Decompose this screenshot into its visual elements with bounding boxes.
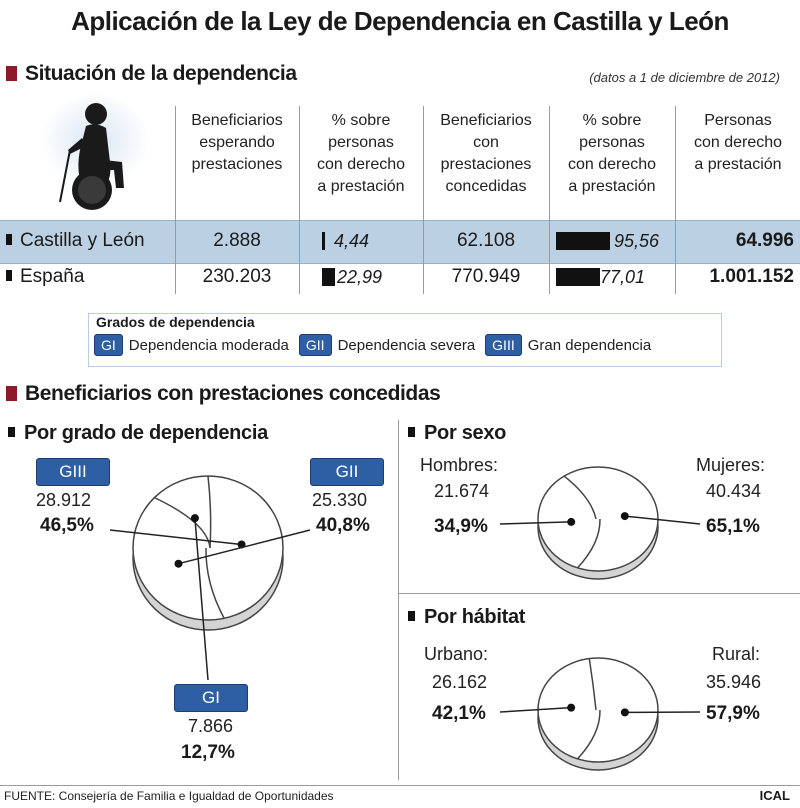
legend-label-gii: Dependencia severa: [337, 336, 476, 354]
cell-waiting: 2.888: [213, 230, 261, 251]
label-rural: Rural:: [712, 644, 761, 664]
date-note: (datos a 1 de diciembre de 2012): [589, 70, 780, 85]
bar-granted-pct: [556, 232, 611, 250]
chart-title-habitat: Por hábitat: [408, 606, 525, 629]
pct-rural: 57,9%: [706, 703, 760, 724]
legend-box: [88, 313, 722, 367]
cell-granted-pct: 95,56: [614, 231, 660, 251]
section-heading-beneficiarios: Beneficiarios con prestaciones concedida…: [6, 382, 441, 406]
pct-giii: 46,5%: [40, 515, 94, 536]
col-header-beneficiarios-esperando: Beneficiarios esperando prestaciones: [191, 112, 283, 173]
chart-title-sexo: Por sexo: [408, 422, 506, 445]
legend-chip-gii: GII: [298, 334, 332, 356]
row-highlight-castilla: [0, 220, 800, 264]
section-marker-icon: [6, 66, 17, 81]
col-header-personas-derecho: Personas con derecho a prestación: [693, 112, 783, 173]
section-marker-icon: [6, 386, 17, 401]
cell-waiting-pct: 4,44: [334, 231, 370, 251]
divider: [175, 106, 176, 294]
habitat-pie-face: [537, 657, 659, 763]
value-hombres: 21.674: [434, 481, 490, 501]
section-heading-text: Situación de la dependencia: [25, 62, 297, 85]
label-mujeres: Mujeres:: [696, 455, 766, 475]
bar-waiting-pct: [322, 268, 336, 286]
bullet-icon: [6, 270, 12, 281]
sexo-leader-line: [624, 515, 701, 525]
row-name-castilla: Castilla y León: [6, 230, 145, 252]
cell-granted-pct: 77,01: [600, 267, 646, 287]
section-heading-situacion: Situación de la dependencia: [6, 62, 297, 86]
row-name-espana: España: [6, 266, 84, 288]
badge-giii: GIII: [36, 458, 110, 486]
col-header-pct-concedidas: % sobre personas con derecho a prestación: [567, 112, 657, 195]
bullet-icon: [8, 427, 15, 437]
cell-waiting: 230.203: [202, 266, 272, 287]
bar-granted-pct: [556, 268, 600, 286]
legend-title: Grados de dependencia: [96, 314, 255, 330]
label-hombres: Hombres:: [420, 455, 499, 475]
grado-leader-line: [178, 529, 311, 565]
value-rural: 35.946: [706, 672, 762, 692]
cell-granted: 62.108: [456, 230, 516, 251]
pct-gi: 12,7%: [181, 742, 235, 763]
divider: [398, 420, 399, 780]
sexo-slice-1: [567, 517, 576, 526]
cell-entitled: 64.996: [735, 230, 794, 251]
value-gi: 7.866: [188, 716, 234, 736]
badge-gi: GI: [174, 684, 248, 712]
legend-chip-giii: GIII: [485, 334, 522, 356]
legend-label-gi: Dependencia moderada: [128, 336, 289, 354]
grado-slice-boundary: [205, 547, 225, 619]
habitat-slice-boundary: [576, 709, 601, 760]
cell-waiting-pct: 22,99: [337, 267, 383, 287]
pct-hombres: 34,9%: [434, 516, 488, 537]
sexo-slice-2: [620, 512, 629, 521]
legend-chip-gi: GI: [94, 334, 123, 356]
brand-logo: ICAL: [759, 788, 790, 803]
label-urbano: Urbano:: [424, 644, 489, 664]
bullet-icon: [6, 234, 12, 245]
sexo-slice-boundary: [576, 518, 601, 569]
pct-urbano: 42,1%: [432, 703, 486, 724]
divider: [0, 785, 800, 786]
divider: [675, 106, 676, 294]
col-header-beneficiarios-concedidas: Beneficiarios con prestaciones concedidas: [440, 112, 532, 195]
chart-title-grado: Por grado de dependencia: [8, 422, 268, 445]
sexo-leader-line: [499, 521, 572, 525]
divider: [549, 106, 550, 294]
value-giii: 28.912: [36, 490, 92, 510]
habitat-slice-1: [567, 703, 576, 712]
divider: [299, 106, 300, 294]
grado-slice-3: [190, 514, 199, 523]
sexo-pie-face: [537, 466, 659, 572]
cell-entitled: 1.001.152: [709, 266, 794, 287]
bullet-icon: [408, 611, 415, 621]
wheelchair-person-icon: [40, 95, 150, 210]
legend-items: GI Dependencia moderada GII Dependencia …: [94, 334, 651, 356]
grado-slice-2: [174, 559, 183, 568]
habitat-slice-2: [620, 708, 629, 717]
value-urbano: 26.162: [432, 672, 488, 692]
col-header-pct-esperando: % sobre personas con derecho a prestación: [316, 112, 406, 195]
pct-gii: 40,8%: [316, 515, 370, 536]
divider: [398, 593, 800, 594]
grado-leader-line: [109, 529, 242, 546]
value-mujeres: 40.434: [706, 481, 762, 501]
bullet-icon: [408, 427, 415, 437]
grado-leader-line: [194, 518, 209, 681]
cell-granted: 770.949: [451, 266, 521, 287]
page-title: Aplicación de la Ley de Dependencia en C…: [71, 6, 729, 36]
source-note: FUENTE: Consejería de Familia e Igualdad…: [4, 789, 334, 803]
habitat-leader-line: [499, 706, 572, 713]
divider: [423, 106, 424, 294]
section-heading-text: Beneficiarios con prestaciones concedida…: [25, 382, 441, 405]
legend-label-giii: Gran dependencia: [527, 336, 652, 354]
value-gii: 25.330: [312, 490, 368, 510]
pct-mujeres: 65,1%: [706, 516, 760, 537]
badge-gii: GII: [310, 458, 384, 486]
bar-waiting-pct: [322, 232, 325, 250]
sexo-slice-boundary: [563, 475, 597, 520]
habitat-slice-boundary: [588, 658, 597, 711]
